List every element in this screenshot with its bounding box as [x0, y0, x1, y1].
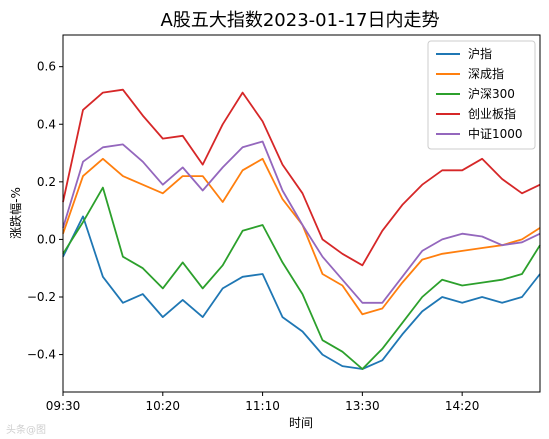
y-tick-label: 0.4 — [37, 117, 56, 131]
x-tick-label: 09:30 — [46, 399, 81, 413]
legend-label: 深成指 — [468, 66, 504, 81]
y-tick-label: 0.6 — [37, 60, 56, 74]
series-line-4 — [62, 140, 541, 304]
legend-label: 中证1000 — [468, 126, 523, 141]
series-line-0 — [62, 215, 541, 370]
y-tick-label: 0.2 — [37, 175, 56, 189]
watermark: 头条@图 — [6, 423, 46, 436]
x-tick-label: 14:20 — [445, 399, 480, 413]
legend-box — [427, 40, 536, 150]
chart-title: A股五大指数2023-01-17日内走势 — [161, 10, 440, 31]
series-layer — [62, 88, 541, 370]
y-tick-label: 0.0 — [37, 232, 56, 246]
x-axis: 09:30 10:20 11:10 13:30 14:20 — [46, 392, 480, 413]
series-line-2 — [62, 186, 541, 370]
legend-label: 创业板指 — [468, 106, 516, 121]
y-tick-label: −0.2 — [27, 290, 56, 304]
x-axis-label: 时间 — [289, 416, 313, 430]
x-tick-label: 13:30 — [345, 399, 380, 413]
plot-frame — [62, 34, 541, 393]
x-tick-label: 10:20 — [145, 399, 180, 413]
legend-label: 沪指 — [468, 46, 492, 61]
y-axis-label: 涨跌幅-% — [8, 187, 23, 239]
x-tick-label: 11:10 — [245, 399, 280, 413]
series-line-3 — [62, 88, 541, 267]
y-tick-label: −0.4 — [27, 348, 56, 362]
legend-label: 沪深300 — [468, 87, 515, 101]
y-axis: −0.4 −0.2 0.0 0.2 0.4 0.6 — [27, 60, 63, 362]
